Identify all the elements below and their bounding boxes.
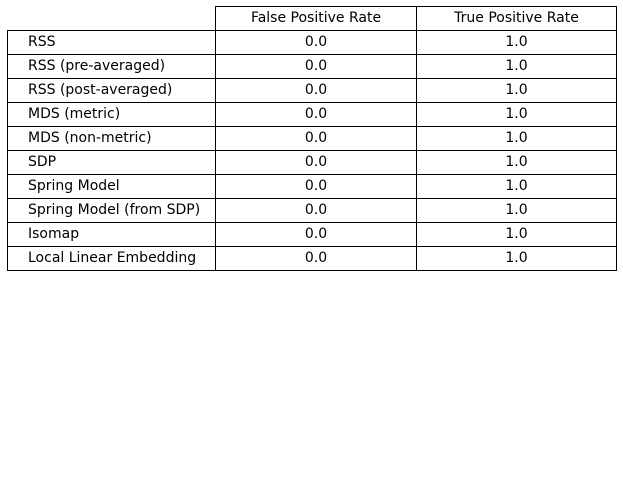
corner-cell <box>7 6 216 31</box>
table-row: Spring Model 0.0 1.0 <box>7 174 617 199</box>
row-label: Isomap <box>7 222 216 247</box>
false-positive-rate-cell: 0.0 <box>215 54 417 79</box>
results-table: False Positive Rate True Positive Rate R… <box>7 6 617 271</box>
table-row: RSS (post-averaged) 0.0 1.0 <box>7 78 617 103</box>
false-positive-rate-cell: 0.0 <box>215 126 417 151</box>
table-row: Isomap 0.0 1.0 <box>7 222 617 247</box>
true-positive-rate-cell: 1.0 <box>416 174 617 199</box>
false-positive-rate-cell: 0.0 <box>215 198 417 223</box>
false-positive-rate-cell: 0.0 <box>215 150 417 175</box>
table-row: RSS 0.0 1.0 <box>7 30 617 55</box>
row-label: SDP <box>7 150 216 175</box>
row-label: RSS <box>7 30 216 55</box>
true-positive-rate-cell: 1.0 <box>416 30 617 55</box>
true-positive-rate-cell: 1.0 <box>416 54 617 79</box>
false-positive-rate-cell: 0.0 <box>215 174 417 199</box>
column-header-false-positive-rate: False Positive Rate <box>215 6 417 31</box>
true-positive-rate-cell: 1.0 <box>416 126 617 151</box>
true-positive-rate-cell: 1.0 <box>416 222 617 247</box>
true-positive-rate-cell: 1.0 <box>416 78 617 103</box>
true-positive-rate-cell: 1.0 <box>416 150 617 175</box>
table-body: False Positive Rate True Positive Rate R… <box>7 6 617 271</box>
header-row: False Positive Rate True Positive Rate <box>7 6 617 31</box>
false-positive-rate-cell: 0.0 <box>215 246 417 271</box>
false-positive-rate-cell: 0.0 <box>215 78 417 103</box>
row-label: Spring Model <box>7 174 216 199</box>
row-label: Local Linear Embedding <box>7 246 216 271</box>
table-row: Local Linear Embedding 0.0 1.0 <box>7 246 617 271</box>
row-label: RSS (pre-averaged) <box>7 54 216 79</box>
table-row: MDS (metric) 0.0 1.0 <box>7 102 617 127</box>
table-row: RSS (pre-averaged) 0.0 1.0 <box>7 54 617 79</box>
column-header-true-positive-rate: True Positive Rate <box>416 6 617 31</box>
true-positive-rate-cell: 1.0 <box>416 102 617 127</box>
row-label: RSS (post-averaged) <box>7 78 216 103</box>
false-positive-rate-cell: 0.0 <box>215 30 417 55</box>
true-positive-rate-cell: 1.0 <box>416 198 617 223</box>
false-positive-rate-cell: 0.0 <box>215 102 417 127</box>
row-label: MDS (non-metric) <box>7 126 216 151</box>
true-positive-rate-cell: 1.0 <box>416 246 617 271</box>
false-positive-rate-cell: 0.0 <box>215 222 417 247</box>
row-label: MDS (metric) <box>7 102 216 127</box>
table-row: SDP 0.0 1.0 <box>7 150 617 175</box>
table-row: MDS (non-metric) 0.0 1.0 <box>7 126 617 151</box>
row-label: Spring Model (from SDP) <box>7 198 216 223</box>
table-row: Spring Model (from SDP) 0.0 1.0 <box>7 198 617 223</box>
